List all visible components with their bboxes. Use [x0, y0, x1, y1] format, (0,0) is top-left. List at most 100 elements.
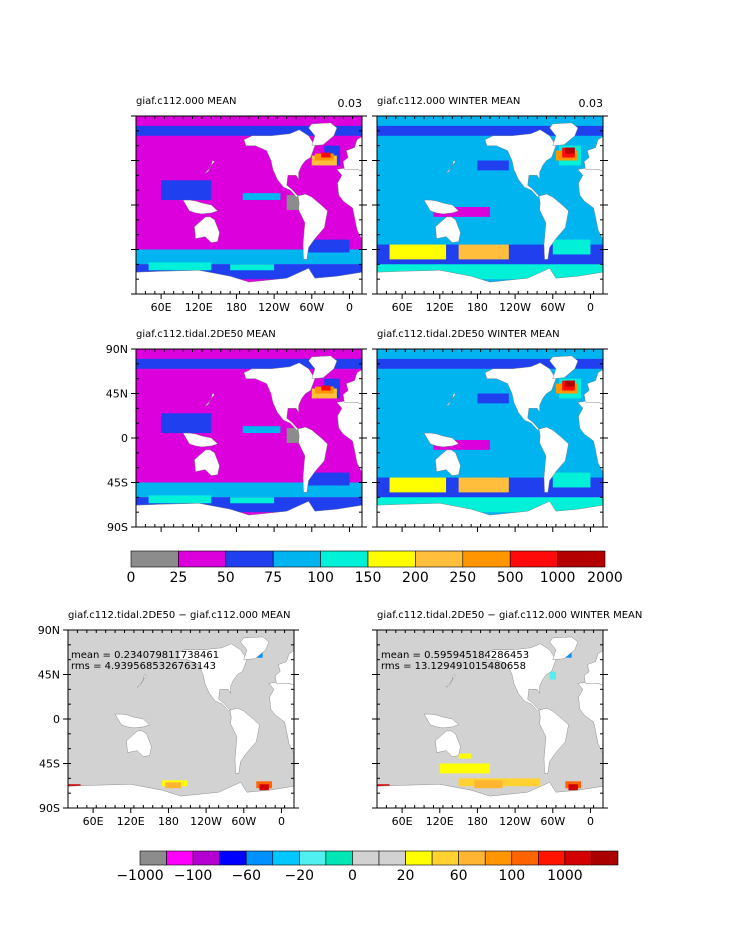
colorbar-label: 100 [498, 868, 525, 884]
north-america-landmass [484, 129, 557, 198]
south-america-landmass [297, 426, 328, 493]
data-cell [565, 380, 575, 387]
y-tick-label: 90S [39, 802, 60, 815]
colorbar-label: 150 [355, 570, 382, 586]
australia-landmass [194, 216, 220, 243]
colorbar-label: 50 [217, 570, 235, 586]
data-cell [136, 125, 362, 136]
greenland-landmass [308, 122, 338, 146]
data-cell [458, 477, 509, 493]
europe-asia-landmass [342, 136, 362, 172]
greenland-landmass [549, 636, 579, 660]
colorbar-swatch [431, 850, 459, 866]
y-tick-label: 90N [38, 624, 60, 637]
panel-6-title: giaf.c112.tidal.2DE50 − giaf.c112.000 WI… [377, 610, 642, 621]
x-tick-label: 180 [226, 301, 247, 314]
data-cell [433, 206, 490, 217]
colorbar-label: 0 [127, 570, 136, 586]
colorbar-swatch [564, 850, 592, 866]
africa-landmass [577, 401, 603, 473]
data-cell [490, 219, 528, 240]
colorbar-swatch [272, 850, 300, 866]
japan-landmass [445, 160, 456, 174]
data-cell [439, 763, 490, 774]
data-cell [377, 358, 603, 369]
colorbar-label: 25 [169, 570, 187, 586]
data-cell [230, 264, 275, 271]
colorbar-swatch [299, 850, 327, 866]
y-tick-label: 45S [39, 758, 60, 771]
panel-5-rms-stat: rms = 4.9395685326763143 [71, 661, 216, 672]
colorbar-swatch [352, 850, 380, 866]
africa-landmass [577, 682, 603, 754]
x-tick-label: 60E [392, 301, 413, 314]
colorbar-label: 2000 [587, 570, 623, 586]
north-america-landmass [243, 129, 316, 198]
y-tick-label: 0 [53, 713, 60, 726]
greenland-landmass [308, 355, 338, 379]
colorbar-swatch [130, 550, 179, 568]
colorbar-label: 75 [264, 570, 282, 586]
panel-6-mean-stat: mean = 0.595945184286453 [381, 650, 529, 661]
data-cell [377, 125, 603, 136]
panel-5-mean-stat: mean = 0.234079811738461 [71, 650, 219, 661]
colorbar-swatch [511, 850, 539, 866]
data-cell [433, 439, 490, 450]
x-tick-label: 120E [185, 301, 213, 314]
colorbar-swatch [462, 550, 511, 568]
africa-landmass [336, 401, 362, 473]
data-cell [389, 477, 447, 493]
japan-landmass [445, 393, 456, 407]
colorbar-label: −1000 [116, 868, 163, 884]
y-tick-label: 90N [106, 343, 128, 356]
north-america-landmass [243, 362, 316, 431]
x-tick-label: 120E [426, 815, 454, 828]
panel-5-title: giaf.c112.tidal.2DE50 − giaf.c112.000 ME… [68, 610, 291, 621]
x-tick-label: 60W [540, 815, 565, 828]
data-cell [255, 442, 287, 458]
data-cell [549, 671, 556, 680]
colorbar-swatch [458, 850, 486, 866]
panel-6-rms-stat: rms = 13.129491015480658 [381, 661, 526, 672]
x-tick-label: 60W [299, 301, 324, 314]
colorbar-swatch [272, 550, 321, 568]
japan-landmass [445, 674, 456, 688]
colorbar-label: −20 [285, 868, 315, 884]
data-cell [242, 426, 281, 434]
colorbar-label: −60 [231, 868, 261, 884]
y-tick-label: 45N [38, 669, 60, 682]
x-tick-label: 0 [587, 301, 594, 314]
japan-landmass [136, 674, 147, 688]
colorbar-swatch [225, 550, 274, 568]
x-tick-label: 0 [278, 815, 285, 828]
data-cell [230, 497, 275, 504]
colorbar-swatch [178, 550, 227, 568]
south-america-landmass [538, 707, 569, 774]
europe-asia-landmass [274, 650, 294, 686]
colorbar-swatch [139, 850, 167, 866]
colorbar-swatch [378, 850, 406, 866]
data-cell [389, 244, 447, 260]
x-tick-label: 180 [158, 815, 179, 828]
x-tick-label: 180 [467, 815, 488, 828]
panel-4-title: giaf.c112.tidal.2DE50 WINTER MEAN [377, 329, 560, 340]
antarctica-landmass [136, 268, 362, 294]
south-america-landmass [538, 426, 569, 493]
x-tick-label: 120W [499, 301, 531, 314]
australia-landmass [126, 730, 152, 757]
colorbar-label: 1000 [540, 570, 576, 586]
north-america-landmass [484, 362, 557, 431]
data-cell [242, 193, 281, 201]
colorbar-swatch [557, 550, 606, 568]
indonesia-landmass [423, 432, 459, 448]
colorbar-swatch [320, 550, 369, 568]
data-cell [305, 239, 350, 253]
colorbar-label: 1000 [547, 868, 583, 884]
antarctica-landmass [377, 501, 603, 527]
antarctica-landmass [68, 782, 294, 808]
y-tick-label: 45S [107, 477, 128, 490]
europe-asia-landmass [583, 369, 603, 405]
colorbar-label: −100 [174, 868, 212, 884]
x-tick-label: 120W [499, 815, 531, 828]
